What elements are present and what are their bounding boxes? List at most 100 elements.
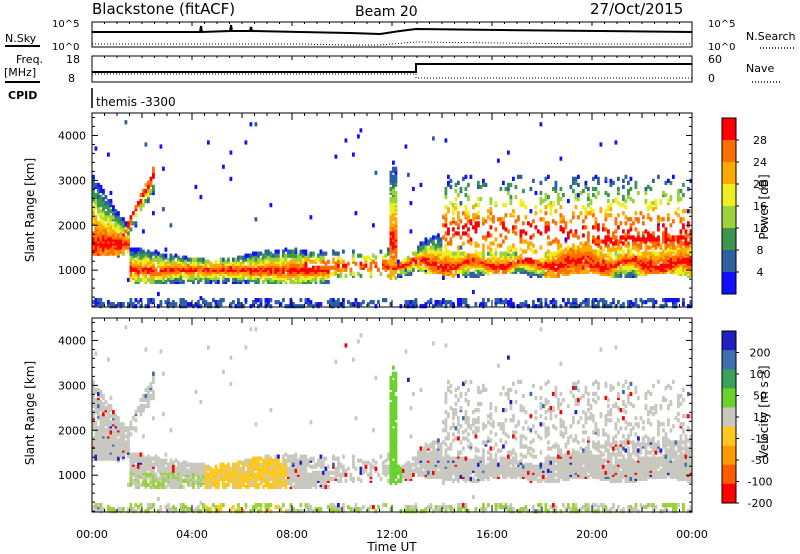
power-cell [442,275,445,280]
power-cell [587,237,590,242]
velocity-cell [164,458,168,463]
freq-trace [92,63,692,73]
power-cell [419,182,423,188]
power-cell [499,259,503,264]
power-cell [559,213,563,218]
power-cell [594,186,598,192]
power-cell [542,257,545,262]
power-cell [544,221,548,226]
power-cell [359,253,363,258]
beam-title: Beam 20 [355,4,418,20]
power-cell [224,269,228,274]
velocity-cell [114,509,118,514]
power-cell [547,249,550,254]
power-cell [629,186,633,192]
velocity-cell [112,410,115,415]
power-cell [679,265,683,270]
power-cell [324,265,328,270]
power-cell [127,302,130,307]
power-cell [134,304,138,309]
power-cell [244,265,248,270]
power-cell [582,261,585,266]
power-cell [592,213,595,218]
velocity-cell [199,474,203,479]
velocity-cell [172,460,175,465]
power-cell [389,203,393,208]
velocity-cell [172,464,175,469]
cpid-value: themis -3300 [96,95,176,109]
velocity-cell [119,436,123,441]
velocity-cell [259,462,263,467]
power-cell [122,217,125,222]
power-cell [644,186,648,192]
power-cell [472,253,475,258]
power-cell [302,253,305,258]
power-cell [154,279,158,285]
velocity-cell [172,472,175,477]
power-cell [574,233,578,238]
power-cell [507,229,510,234]
power-cell [597,257,600,262]
velocity-cell [172,468,175,473]
power-cell [634,211,638,216]
power-cell [544,229,548,234]
power-cell [574,176,578,181]
colorbar-swatch [722,272,736,295]
power-cell [592,176,595,181]
power-cell [534,249,538,254]
power-cell [234,304,238,309]
velocity-cell [134,509,138,514]
power-cell [487,215,490,220]
power-cell [512,209,515,214]
power-cell [489,201,493,206]
power-cell [682,217,685,222]
velocity-cell [292,454,295,459]
power-cell [597,227,600,232]
power-cell [559,217,563,222]
power-cell [612,245,615,250]
power-cell [534,205,538,210]
power-cell [614,235,618,240]
power-cell [659,304,663,309]
power-cell [629,271,633,276]
power-cell [382,265,385,270]
velocity-cell [107,416,110,421]
power-cell [514,231,518,236]
velocity-cell [132,416,135,421]
power-cell [637,247,640,252]
velocity-cell [114,428,118,433]
velocity-cell [219,462,223,467]
power-cell [669,180,673,186]
power-cell [594,237,598,242]
power-cell [284,247,288,252]
velocity-cell [164,505,168,510]
power-cell [677,188,680,194]
power-cell [432,265,435,270]
power-cell [427,300,430,305]
velocity-cell [194,389,198,395]
power-cell [327,300,330,305]
power-cell [222,267,225,272]
power-cell [587,203,590,208]
velocity-cell [184,509,188,514]
velocity-cell [297,509,300,514]
power-cell [332,265,335,270]
velocity-cell [109,442,113,447]
velocity-cell [217,509,220,514]
power-cell [502,221,505,226]
power-cell [117,251,120,256]
power-cell [307,298,310,303]
power-cell [197,265,200,270]
power-cell [372,253,375,258]
power-cell [664,245,668,250]
velocity-cell [244,470,248,475]
power-cell [454,251,458,256]
power-cell [587,192,590,198]
power-cell [269,251,273,256]
power-cell [482,302,485,307]
velocity-cell [182,460,185,465]
power-cell [167,257,170,262]
power-cell [144,257,148,262]
power-cell [174,267,178,272]
power-cell [682,298,685,303]
